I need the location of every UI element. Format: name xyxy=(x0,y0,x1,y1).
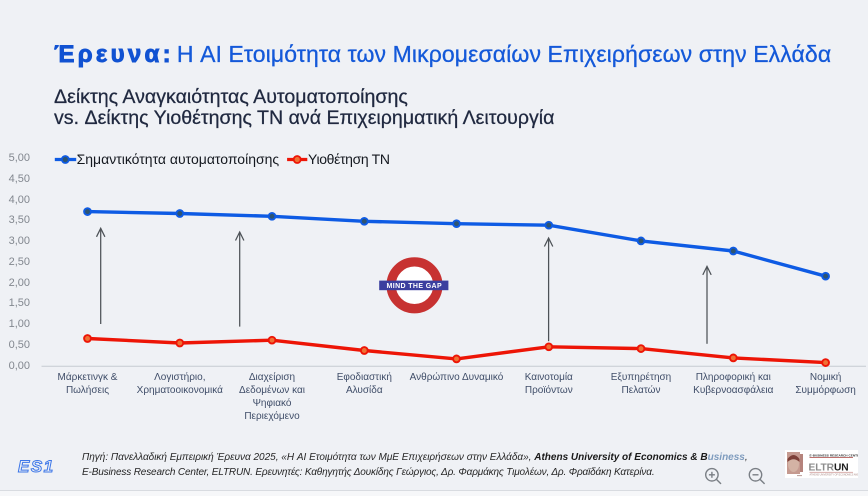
svg-text:ELTRUN: ELTRUN xyxy=(809,462,849,473)
svg-text:MIND THE GAP: MIND THE GAP xyxy=(387,283,443,290)
svg-text:E-BUSINESS RESEARCH CENTER: E-BUSINESS RESEARCH CENTER xyxy=(810,453,859,457)
svg-text:ATHENS UNIVERSITY OF ECONOMICS: ATHENS UNIVERSITY OF ECONOMICS AND BUSIN… xyxy=(810,473,859,476)
